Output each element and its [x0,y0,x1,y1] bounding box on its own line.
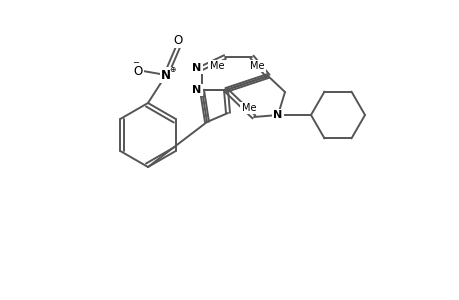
Text: Me: Me [209,61,224,71]
Text: O: O [133,64,142,77]
Text: N: N [161,68,171,82]
Text: −: − [132,58,139,68]
Text: ⊕: ⊕ [168,64,175,74]
Text: N: N [192,85,201,95]
Text: Me: Me [241,103,256,113]
Text: O: O [173,34,182,46]
Text: N: N [192,63,201,73]
Text: N: N [273,110,282,120]
Text: Me: Me [249,61,263,71]
